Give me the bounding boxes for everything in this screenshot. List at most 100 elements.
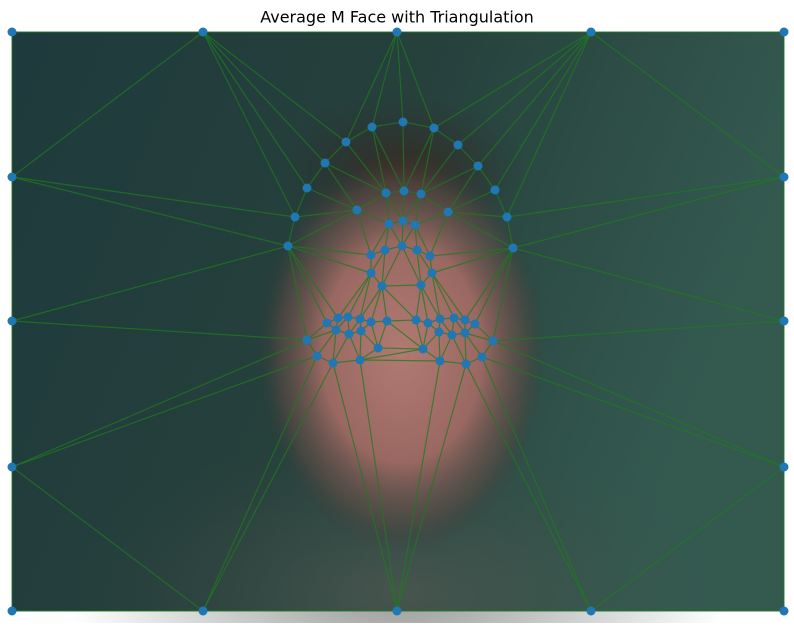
triangulation-edge xyxy=(474,247,514,325)
landmark-point xyxy=(331,325,341,335)
landmark-point xyxy=(328,358,338,368)
triangulation-edge xyxy=(287,216,296,247)
triangulation-edge xyxy=(403,127,435,192)
triangulation-edge xyxy=(324,141,347,164)
triangulation-edge xyxy=(287,245,339,319)
triangulation-edge xyxy=(402,190,405,222)
triangulation-edge xyxy=(433,127,459,146)
triangulation-edge xyxy=(396,31,404,123)
triangulation-edge xyxy=(457,144,479,167)
triangulation-edge xyxy=(420,127,435,195)
triangulation-edge xyxy=(359,285,383,320)
landmark-point xyxy=(488,336,498,346)
landmark-point xyxy=(312,351,322,361)
triangulation-edge xyxy=(429,211,449,257)
triangulation-edge xyxy=(11,339,308,468)
triangulation-edge xyxy=(348,333,361,361)
triangulation-edge xyxy=(356,209,372,256)
triangulation-edge xyxy=(590,466,785,612)
triangulation-edge xyxy=(377,347,424,350)
landmark-point xyxy=(392,606,402,616)
landmark-point xyxy=(412,245,422,255)
landmark-point xyxy=(434,327,444,337)
landmark-point xyxy=(779,27,789,37)
triangulation-edge xyxy=(414,224,431,257)
landmark-point xyxy=(443,207,453,217)
landmark-point xyxy=(398,216,408,226)
landmark-point xyxy=(7,606,17,616)
triangulation-edge xyxy=(345,126,373,143)
triangulation-edge xyxy=(324,162,358,211)
landmark-point xyxy=(399,186,409,196)
landmark-point xyxy=(302,335,312,345)
triangulation-edge xyxy=(420,165,479,195)
landmark-point xyxy=(373,343,383,353)
chart-title: Average M Face with Triangulation xyxy=(260,8,534,27)
landmark-point xyxy=(397,241,407,251)
triangulation-edge xyxy=(202,31,296,218)
triangulation-edge xyxy=(414,211,449,226)
triangulation-edge xyxy=(347,272,372,318)
triangulation-edge xyxy=(359,359,398,612)
triangulation-edge xyxy=(465,363,592,612)
landmark-point xyxy=(320,158,330,168)
triangulation-edge xyxy=(431,247,514,274)
triangulation-edge xyxy=(11,176,296,218)
triangulation-edge xyxy=(494,189,508,218)
triangulation-edge xyxy=(492,320,785,342)
triangulation-edge xyxy=(481,356,592,612)
landmark-point xyxy=(508,243,518,253)
triangulation-edge xyxy=(371,121,404,128)
triangulation-edge xyxy=(370,223,390,256)
triangulation-edge xyxy=(371,126,405,192)
triangulation-edge xyxy=(506,176,785,218)
triangulation-edge xyxy=(506,216,514,249)
triangulation-edge xyxy=(477,31,592,167)
triangulation-edge xyxy=(590,31,785,178)
landmark-point xyxy=(461,359,471,369)
landmark-point xyxy=(586,606,596,616)
triangulation-edge xyxy=(324,162,387,194)
landmark-point xyxy=(290,212,300,222)
triangulation-edge xyxy=(415,284,422,321)
triangulation-edge xyxy=(464,332,494,342)
triangulation-edge xyxy=(356,209,390,225)
triangulation-edge xyxy=(451,334,467,365)
triangulation-edge xyxy=(332,359,361,364)
triangulation-edge xyxy=(401,245,422,286)
landmark-point xyxy=(198,606,208,616)
triangulation-edge xyxy=(414,193,422,226)
landmark-point xyxy=(366,317,376,327)
triangulation-edge xyxy=(433,31,592,129)
landmark-point xyxy=(283,241,293,251)
landmark-point xyxy=(435,356,445,366)
triangulation-edge xyxy=(359,359,441,362)
triangulation-edge xyxy=(381,285,417,321)
triangulation-edge xyxy=(439,334,453,362)
triangulation-edge xyxy=(447,165,479,213)
triangulation-edge xyxy=(371,126,387,194)
landmark-point xyxy=(490,185,500,195)
landmark-point xyxy=(427,268,437,278)
triangulation-edge xyxy=(294,209,358,218)
triangulation-edge xyxy=(492,247,514,342)
landmark-point xyxy=(416,280,426,290)
triangulation-edge xyxy=(287,245,328,324)
triangulation-edge xyxy=(385,192,404,222)
triangulation-edge xyxy=(11,176,289,247)
landmark-point xyxy=(302,183,312,193)
triangulation-edge xyxy=(337,272,372,319)
triangulation-edge xyxy=(345,31,398,143)
landmark-point xyxy=(425,251,435,261)
triangulation-edge xyxy=(402,121,405,192)
triangulation-edge xyxy=(11,466,204,612)
landmark-point xyxy=(502,212,512,222)
triangulation-edge xyxy=(11,320,308,341)
landmark-point xyxy=(392,27,402,37)
landmark-point xyxy=(398,117,408,127)
landmark-point xyxy=(411,315,421,325)
triangulation-edge xyxy=(420,144,459,195)
landmark-point xyxy=(380,245,390,255)
